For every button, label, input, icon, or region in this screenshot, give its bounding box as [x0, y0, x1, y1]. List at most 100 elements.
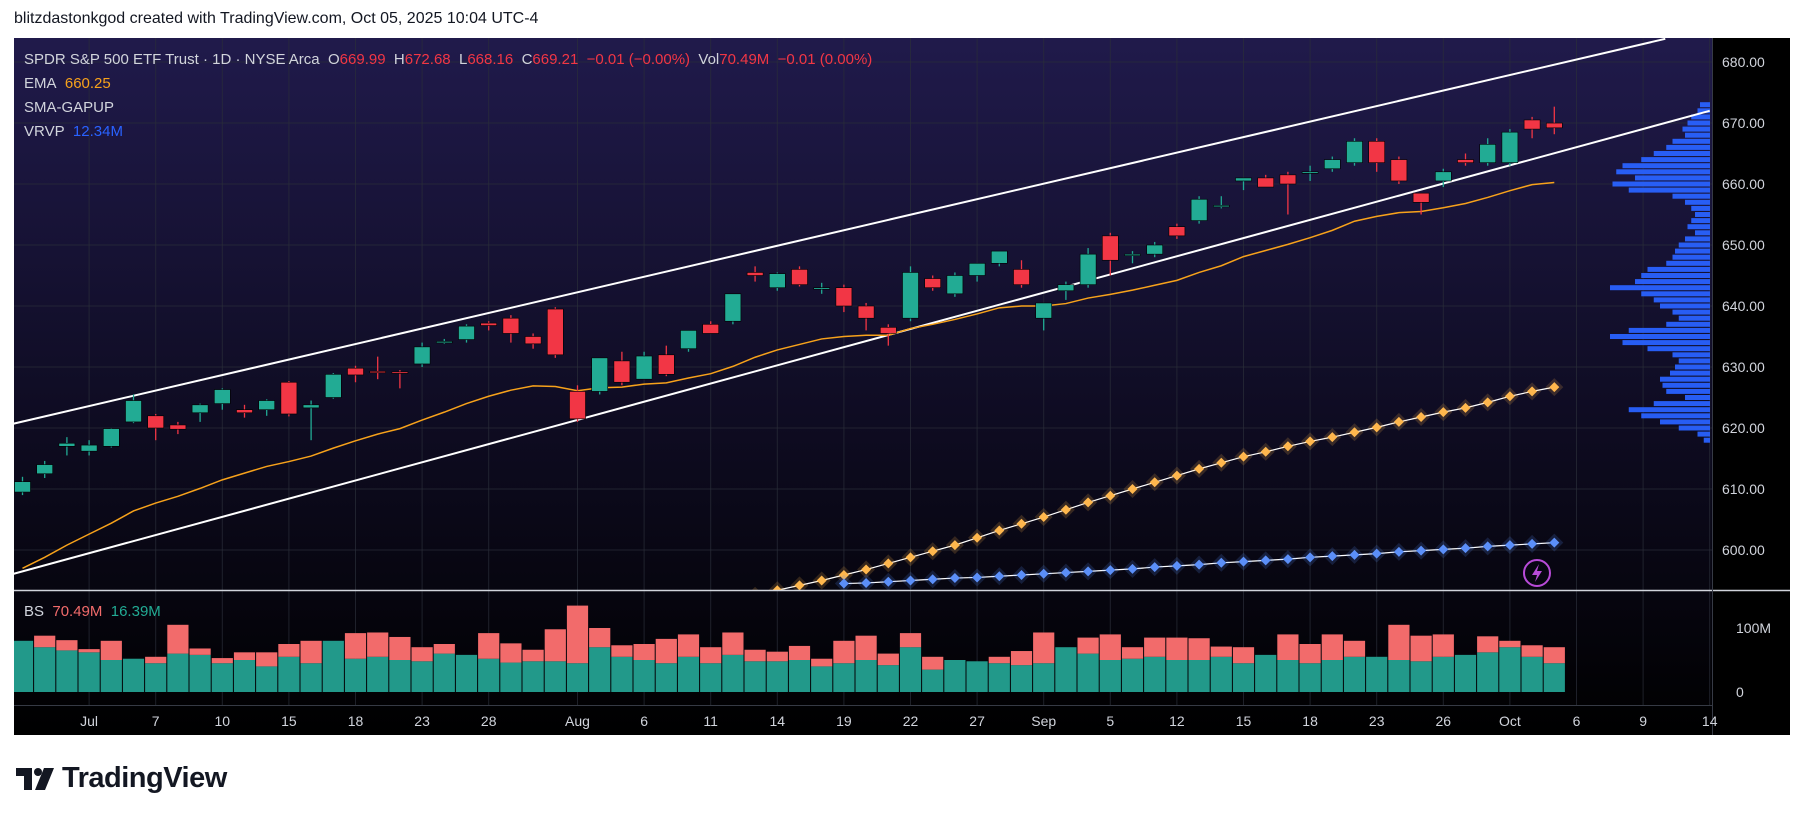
price-tick-label: 600.00	[1722, 542, 1765, 558]
sma-gapup-blue-marker	[1349, 549, 1360, 560]
time-tick-label: 12	[1169, 713, 1185, 729]
vrvp-bar	[1675, 364, 1710, 370]
candle-down	[613, 360, 631, 383]
volume-bar-buy	[1477, 652, 1499, 692]
sma-gapup-label: SMA-GAPUP	[24, 99, 115, 116]
lightning-icon[interactable]	[1523, 559, 1551, 587]
vrvp-bar	[1666, 321, 1710, 327]
vrvp-bar	[1687, 224, 1710, 230]
candle-up	[1301, 171, 1319, 174]
volume-bar-buy	[1454, 654, 1477, 692]
volume-bar-sell	[1166, 637, 1188, 660]
volume-axis[interactable]: 100M 0	[1736, 620, 1771, 700]
vrvp-bar	[1647, 266, 1710, 272]
sma-legend-row[interactable]: SMA-GAPUP	[24, 96, 872, 120]
volume-bar-sell	[722, 632, 744, 655]
vrvp-bar	[1700, 102, 1710, 108]
sma-gapup-blue-marker	[1216, 557, 1227, 568]
vrvp-bar	[1653, 401, 1710, 407]
tradingview-logo[interactable]: TradingView	[16, 762, 227, 795]
sma-gapup-orange-marker	[927, 546, 938, 557]
volume-bar-sell	[1343, 640, 1366, 657]
volume-bar-sell	[611, 645, 633, 657]
sma-gapup-orange-marker	[1305, 436, 1316, 447]
ema-line	[22, 181, 1555, 569]
sma-gapup-orange-marker	[1171, 470, 1182, 481]
candle-down	[1368, 141, 1385, 163]
volume-legend[interactable]: BS 70.49M 16.39M	[24, 603, 161, 620]
sma-gapup-blue-marker	[1504, 540, 1515, 551]
chart-legend: SPDR S&P 500 ETF Trust · 1D · NYSE Arca …	[24, 48, 872, 144]
time-tick-label: 15	[281, 713, 297, 729]
candle-up	[191, 404, 209, 414]
volume-bar-buy	[100, 660, 122, 692]
volume-bar-buy	[1055, 647, 1077, 692]
candle-down	[924, 278, 942, 288]
vrvp-bar	[1691, 205, 1710, 211]
volume-bar-sell	[34, 635, 56, 648]
sma-gapup-blue-marker	[927, 574, 938, 585]
sma-gapup-blue-marker	[1171, 560, 1182, 571]
volume-bar-sell	[1477, 636, 1499, 653]
sma-gapup-orange-marker	[1216, 457, 1227, 468]
volume-bar-buy	[788, 660, 811, 692]
candle-up	[768, 273, 786, 289]
candle-down	[1168, 226, 1186, 237]
volume-bar-sell	[1077, 637, 1099, 654]
sma-gapup-blue-marker	[1438, 544, 1449, 555]
ema-legend-row[interactable]: EMA 660.25	[24, 72, 872, 96]
sma-gapup-orange-marker	[1460, 402, 1471, 413]
volume-bar-sell	[566, 605, 589, 664]
high-label: H	[393, 51, 405, 68]
volume-bar-buy	[1388, 660, 1410, 692]
volume-bar-sell	[700, 647, 722, 664]
volume-bar-sell	[411, 647, 433, 662]
time-tick-label: 6	[1573, 713, 1581, 729]
sma-gapup-orange-marker	[883, 558, 894, 569]
volume-bar-buy	[855, 660, 877, 692]
high-value: 672.68	[404, 51, 451, 68]
vrvp-bar	[1641, 291, 1710, 297]
vrvp-bar	[1672, 193, 1710, 199]
sma-gapup-blue-marker	[1393, 546, 1404, 557]
candle-up	[80, 444, 98, 452]
sma-gapup-blue-marker	[1416, 545, 1427, 556]
vrvp-bar	[1672, 254, 1710, 260]
candle-up	[324, 374, 342, 398]
price-axis[interactable]: 680.00 670.00 660.00 650.00 640.00 630.00 620.…	[1722, 54, 1765, 558]
volume-tick-label: 100M	[1736, 620, 1771, 636]
volume-bar-sell	[1499, 640, 1521, 648]
volume-bar-sell	[1033, 632, 1055, 664]
symbol-title[interactable]: SPDR S&P 500 ETF Trust · 1D · NYSE Arca	[24, 51, 320, 68]
time-axis[interactable]: Jul 7 10 15 18 23 28 Aug 6 11 14 19 22 27 Sep 5 12 15 18 23…	[80, 713, 1718, 729]
volume-bar-sell	[367, 632, 389, 657]
candle-up	[458, 325, 475, 340]
candle-up	[1057, 284, 1075, 292]
vrvp-bar	[1678, 242, 1710, 248]
price-tick-label: 630.00	[1722, 359, 1765, 375]
sma-gapup-orange-marker	[1149, 477, 1160, 488]
volume-bar-sell	[788, 645, 811, 660]
sma-gapup-orange-marker	[1105, 490, 1116, 501]
sma-gapup-blue-marker	[1282, 554, 1293, 565]
volume-bar-sell	[633, 644, 655, 660]
channel-upper-line	[14, 38, 1666, 425]
vrvp-legend-row[interactable]: VRVP 12.34M	[24, 120, 872, 144]
volume-bar-buy	[522, 661, 544, 692]
volume-bar-sell	[589, 628, 611, 648]
sma-gapup-orange-marker	[905, 552, 916, 563]
volume-bar-buy	[1277, 660, 1299, 692]
sma-gapup-orange-marker	[1549, 382, 1560, 393]
volume-bar-sell	[811, 658, 833, 667]
candle-down	[857, 305, 875, 319]
volume-bar-buy	[1166, 660, 1188, 692]
candle-up	[813, 287, 831, 290]
time-tick-label: 28	[481, 713, 497, 729]
sma-gapup-blue-marker	[1327, 551, 1338, 562]
sma-gapup-blue-marker	[1260, 555, 1271, 566]
ema-label: EMA	[24, 75, 57, 92]
ema-polyline	[22, 181, 1555, 569]
trend-channel[interactable]	[0, 38, 1710, 578]
volume-bar-sell	[1410, 635, 1432, 662]
